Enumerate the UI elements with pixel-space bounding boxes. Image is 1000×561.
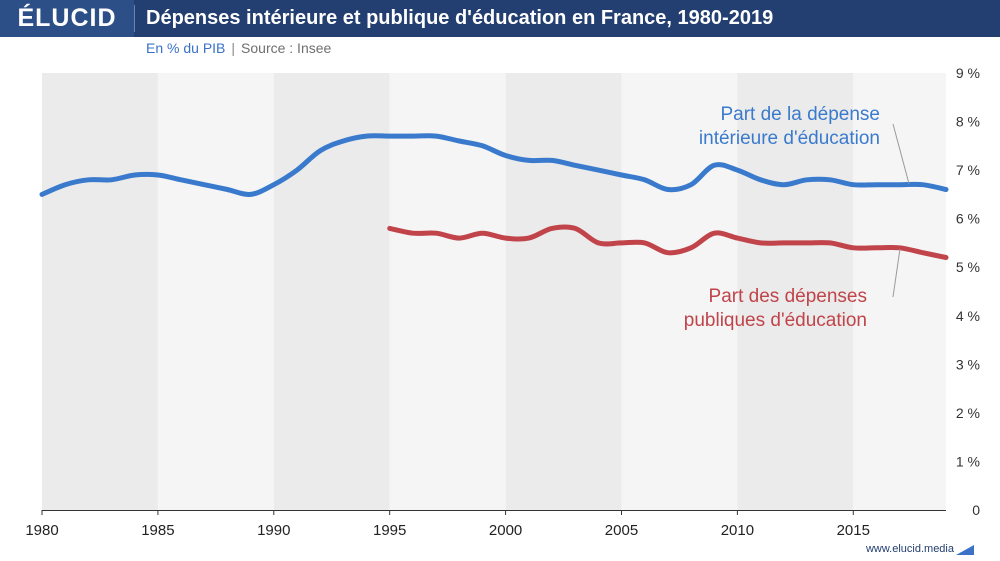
x-tick-label: 1985 [141, 522, 174, 539]
series-label-interieure: Part de la dépense [720, 104, 880, 125]
year-band [42, 73, 158, 510]
year-band [273, 73, 390, 510]
y-tick-label: 1 % [956, 453, 980, 469]
y-tick-label: 8 % [956, 114, 980, 130]
footer-url[interactable]: www.elucid.media [865, 543, 954, 555]
elucid-logo[interactable]: ÉLUCID [0, 0, 134, 37]
header-divider [134, 5, 135, 32]
series-line-interieure [39, 133, 949, 197]
y-tick-label: 9 % [956, 65, 980, 81]
x-tick-label: 2010 [721, 522, 754, 539]
year-band [505, 73, 622, 510]
y-tick-label: 4 % [956, 308, 980, 324]
y-tick-label: 2 % [956, 405, 980, 421]
label-leader-line [892, 248, 901, 298]
unit-label: En % du PIB [146, 40, 226, 56]
series-label-interieure: intérieure d'éducation [699, 128, 880, 149]
footer-logo-mark [956, 545, 974, 555]
y-tick-label: 0 [972, 502, 980, 518]
y-tick-label: 6 % [956, 211, 980, 227]
year-band [621, 73, 738, 510]
x-tick-label: 1990 [257, 522, 290, 539]
year-band [737, 73, 854, 510]
chart-subtitle: En % du PIB | Source : Insee [146, 38, 331, 58]
y-tick-label: 7 % [956, 162, 980, 178]
year-band [853, 73, 946, 510]
x-tick-label: 1995 [373, 522, 406, 539]
series-label-publique: Part des dépenses [709, 286, 867, 307]
series-label-publique: publiques d'éducation [684, 310, 867, 331]
label-leader-line [892, 123, 910, 184]
series-line-publique [387, 224, 949, 260]
chart-title: Dépenses intérieure et publique d'éducat… [146, 7, 774, 29]
x-tick-label: 2005 [605, 522, 638, 539]
y-axis-ticks: 0 1 % 2 % 3 % 4 % 5 % 6 % 7 % 8 % 9 % [956, 65, 980, 518]
y-tick-label: 5 % [956, 259, 980, 275]
x-tick-label: 2015 [837, 522, 870, 539]
x-axis-ticks: 1980 1985 1990 1995 2000 2005 2010 2015 [25, 510, 870, 539]
source-label: Source : Insee [241, 40, 332, 56]
header-bar: ÉLUCID Dépenses intérieure et publique d… [0, 0, 1000, 37]
x-tick-label: 2000 [489, 522, 522, 539]
y-tick-label: 3 % [956, 356, 980, 372]
x-tick-label: 1980 [25, 522, 58, 539]
year-band [157, 73, 274, 510]
series-layer [39, 133, 949, 260]
series-labels: Part de la dépense intérieure d'éducation… [684, 104, 910, 331]
subtitle-separator: | [231, 40, 236, 56]
